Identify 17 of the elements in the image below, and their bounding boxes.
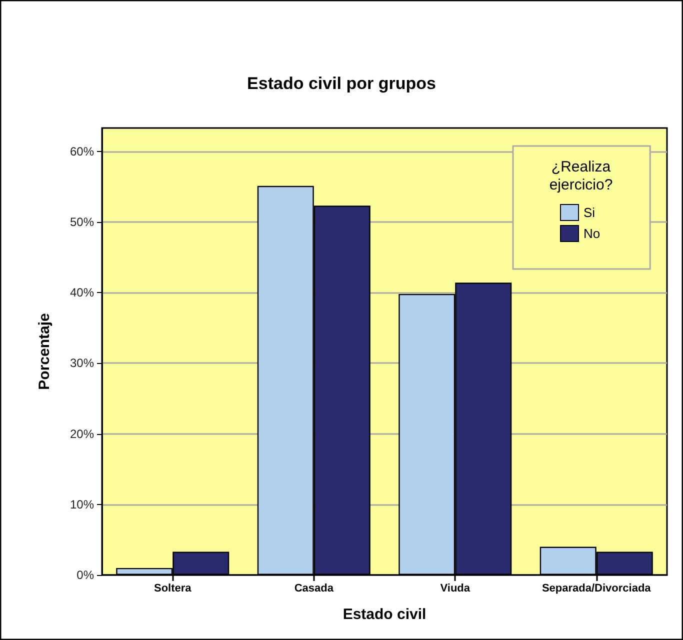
- y-tick-label: 50%: [70, 214, 94, 229]
- x-tick-label: Casada: [294, 582, 334, 594]
- x-axis-title: Estado civil: [342, 606, 426, 623]
- legend-title: ¿Realiza ejercicio?: [549, 158, 613, 194]
- y-tick-label: 10%: [70, 497, 94, 512]
- y-tick-label: 30%: [70, 356, 94, 370]
- y-axis-title: Porcentaje: [36, 313, 53, 390]
- x-tick-label: Viuda: [440, 582, 471, 594]
- y-tick-label: 60%: [70, 144, 94, 158]
- y-tick-label: 40%: [70, 286, 94, 300]
- legend-label: Si: [584, 205, 596, 220]
- x-tick-label: Separada/Divorciada: [542, 582, 652, 594]
- chart-title: Estado civil por grupos: [247, 74, 436, 93]
- y-tick-label: 0%: [76, 568, 94, 582]
- x-tick-label: Soltera: [154, 582, 192, 594]
- y-tick-label: 20%: [70, 426, 94, 441]
- legend-label: No: [584, 226, 600, 241]
